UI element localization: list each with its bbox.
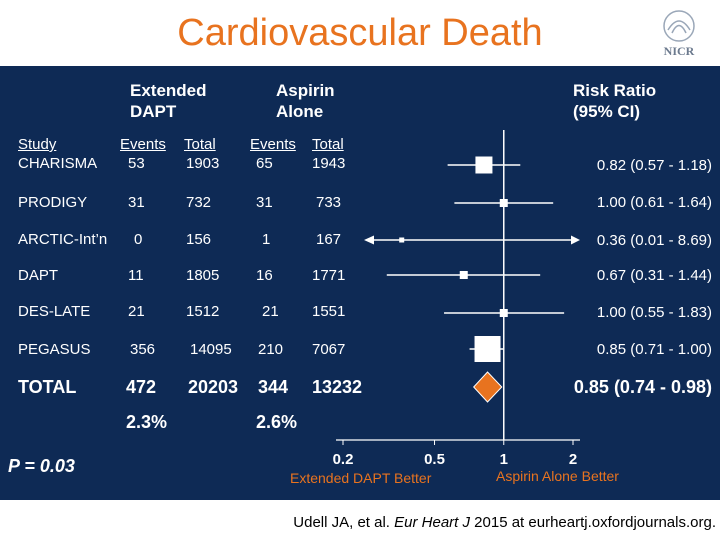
events-aspirin: 16 bbox=[256, 267, 273, 284]
risk-ratio-text: 1.00 (0.55 - 1.83) bbox=[596, 304, 712, 321]
point-marker bbox=[499, 199, 508, 207]
risk-ratio-text: 0.85 (0.71 - 1.00) bbox=[596, 341, 712, 358]
col-header-total-dapt: Total bbox=[184, 136, 216, 153]
pct-dapt: 2.3% bbox=[126, 412, 168, 432]
risk-ratio-text: 0.36 (0.01 - 8.69) bbox=[596, 232, 712, 249]
pct-aspirin: 2.6% bbox=[256, 412, 298, 432]
footer-band bbox=[0, 500, 720, 540]
col-header-study: Study bbox=[18, 136, 57, 153]
point-marker bbox=[399, 237, 405, 243]
favors-left-label: Extended DAPT Better bbox=[290, 470, 432, 486]
point-marker bbox=[474, 336, 501, 362]
study-name: DES-LATE bbox=[18, 303, 91, 320]
ci-arrow-right bbox=[571, 235, 580, 245]
study-name: PRODIGY bbox=[18, 194, 88, 211]
risk-ratio-text: 0.67 (0.31 - 1.44) bbox=[596, 267, 712, 284]
study-name: PEGASUS bbox=[18, 341, 91, 358]
header-extended-dapt-line1: Extended bbox=[130, 81, 207, 100]
total-events-aspirin: 344 bbox=[258, 377, 289, 397]
logo-text: NICR bbox=[664, 44, 695, 58]
x-tick-label: 1 bbox=[500, 451, 508, 468]
total-risk-ratio-text: 0.85 (0.74 - 0.98) bbox=[573, 377, 712, 397]
total-dapt: 156 bbox=[186, 231, 212, 248]
title-band bbox=[0, 0, 720, 66]
study-name: DAPT bbox=[18, 267, 59, 284]
events-dapt: 356 bbox=[130, 341, 156, 358]
favors-right-label: Aspirin Alone Better bbox=[496, 468, 619, 484]
events-dapt: 0 bbox=[134, 231, 143, 248]
header-aspirin-alone-line1: Aspirin bbox=[276, 81, 335, 100]
total-dapt: 14095 bbox=[190, 341, 232, 358]
total-total-dapt: 20203 bbox=[188, 377, 239, 397]
total-dapt: 1512 bbox=[186, 303, 220, 320]
header-extended-dapt: Extended DAPT bbox=[130, 80, 207, 122]
header-risk-ratio: Risk Ratio (95% CI) bbox=[573, 80, 656, 122]
point-marker bbox=[475, 156, 493, 174]
col-header-events-aspirin: Events bbox=[250, 136, 296, 153]
forest-plot: 0.2 0.5 1 2 bbox=[333, 130, 580, 468]
point-marker bbox=[459, 271, 468, 279]
total-label: TOTAL bbox=[18, 377, 77, 397]
events-aspirin: 1 bbox=[262, 231, 271, 248]
total-dapt: 1805 bbox=[186, 267, 220, 284]
header-extended-dapt-line2: DAPT bbox=[130, 102, 177, 121]
total-aspirin: 733 bbox=[316, 194, 342, 211]
p-value: P = 0.03 bbox=[8, 456, 75, 476]
events-dapt: 11 bbox=[128, 267, 144, 284]
events-dapt: 53 bbox=[128, 155, 145, 172]
total-dapt: 732 bbox=[186, 194, 212, 211]
risk-ratio-text: 0.82 (0.57 - 1.18) bbox=[596, 157, 712, 174]
total-aspirin: 1551 bbox=[312, 303, 346, 320]
total-dapt: 1903 bbox=[186, 155, 220, 172]
col-header-total-aspirin: Total bbox=[312, 136, 344, 153]
header-aspirin-alone-line2: Alone bbox=[276, 102, 324, 121]
total-aspirin: 1943 bbox=[312, 155, 346, 172]
header-risk-ratio-line2: (95% CI) bbox=[573, 102, 641, 121]
events-aspirin: 21 bbox=[262, 303, 279, 320]
col-header-events-dapt: Events bbox=[120, 136, 166, 153]
slide-title: Cardiovascular Death bbox=[177, 12, 543, 54]
events-dapt: 31 bbox=[128, 194, 145, 211]
events-aspirin: 65 bbox=[256, 155, 273, 172]
header-risk-ratio-line1: Risk Ratio bbox=[573, 81, 657, 100]
events-aspirin: 31 bbox=[256, 194, 273, 211]
events-dapt: 21 bbox=[128, 303, 145, 320]
citation-journal: Eur Heart J bbox=[394, 514, 471, 531]
citation-prefix: Udell JA, et al. bbox=[293, 514, 395, 531]
events-aspirin: 210 bbox=[258, 341, 284, 358]
header-aspirin-alone: Aspirin Alone bbox=[276, 80, 335, 122]
ci-arrow-left bbox=[364, 235, 374, 245]
total-total-aspirin: 13232 bbox=[312, 377, 363, 397]
x-tick-label: 0.2 bbox=[333, 451, 354, 468]
pooled-diamond bbox=[473, 371, 503, 403]
x-tick-label: 2 bbox=[569, 451, 577, 468]
citation: Udell JA, et al. Eur Heart J 2015 at eur… bbox=[0, 514, 716, 531]
nicr-logo: NICR bbox=[663, 10, 695, 58]
risk-ratio-text: 1.00 (0.61 - 1.64) bbox=[596, 194, 712, 211]
total-aspirin: 167 bbox=[316, 231, 342, 248]
citation-suffix: 2015 at eurheartj.oxfordjournals.org. bbox=[470, 514, 716, 531]
x-tick-label: 0.5 bbox=[424, 451, 445, 468]
total-aspirin: 7067 bbox=[312, 341, 346, 358]
point-marker bbox=[499, 309, 508, 317]
total-aspirin: 1771 bbox=[312, 267, 346, 284]
study-name: CHARISMA bbox=[18, 155, 98, 172]
total-events-dapt: 472 bbox=[126, 377, 157, 397]
study-name: ARCTIC-Int’n bbox=[18, 231, 108, 248]
